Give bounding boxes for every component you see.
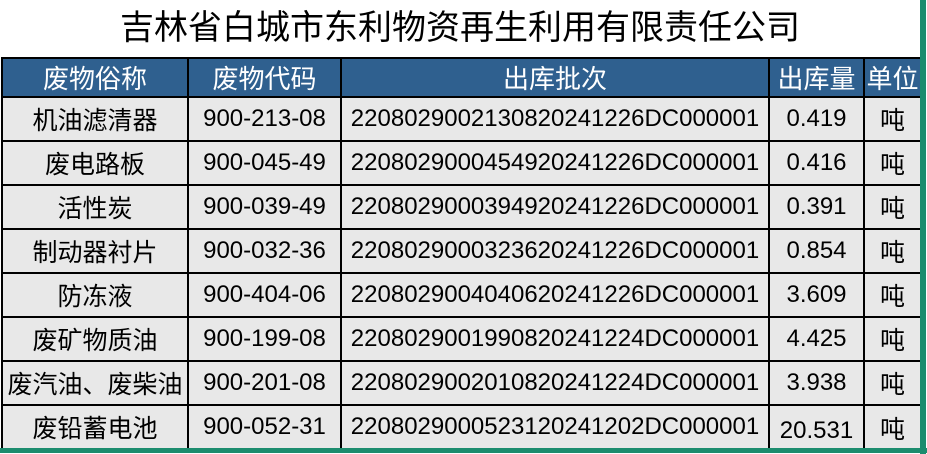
cell-batch-number: 2208029000523120241202DC000001 — [340, 404, 770, 450]
col-header-waste-code: 废物代码 — [187, 57, 342, 98]
cell-amount: 4.425 — [768, 316, 865, 362]
table-row: 制动器衬片 900-032-36 2208029000323620241226DC0… — [1, 228, 922, 274]
cell-unit: 吨 — [863, 140, 922, 186]
col-header-amount: 出库量 — [768, 57, 865, 98]
table-row: 废矿物质油 900-199-08 2208029001990820241224DC0… — [1, 316, 922, 362]
table-row: 活性炭 900-039-49 2208029000394920241226DC000… — [1, 184, 922, 230]
cell-unit: 吨 — [863, 316, 922, 362]
cell-waste-code: 900-199-08 — [187, 316, 342, 362]
col-header-batch-number: 出库批次 — [340, 57, 770, 98]
col-header-waste-name: 废物俗称 — [1, 57, 189, 98]
cell-waste-name: 废汽油、废柴油 — [1, 360, 189, 406]
cell-batch-number: 2208029000454920241226DC000001 — [340, 140, 770, 186]
cell-unit: 吨 — [863, 228, 922, 274]
cell-batch-number: 2208029000394920241226DC000001 — [340, 184, 770, 230]
cell-unit: 吨 — [863, 272, 922, 318]
cell-waste-name: 废矿物质油 — [1, 316, 189, 362]
waste-outbound-table: 废物俗称 废物代码 出库批次 出库量 单位 机油滤清器 900-213-08 220… — [1, 57, 922, 450]
cell-amount: 0.391 — [768, 184, 865, 230]
cell-waste-name: 废铅蓄电池 — [1, 404, 189, 450]
cell-unit: 吨 — [863, 184, 922, 230]
col-header-unit: 单位 — [863, 57, 922, 98]
green-edge-bottom — [0, 448, 927, 453]
cell-batch-number: 2208029002130820241226DC000001 — [340, 96, 770, 142]
cell-batch-number: 2208029000323620241226DC000001 — [340, 228, 770, 274]
cell-amount: 20.531 — [768, 404, 865, 450]
cell-waste-code: 900-032-36 — [187, 228, 342, 274]
cell-amount: 3.938 — [768, 360, 865, 406]
table-row: 机油滤清器 900-213-08 2208029002130820241226DC0… — [1, 96, 922, 142]
cell-amount: 0.419 — [768, 96, 865, 142]
cell-waste-name: 机油滤清器 — [1, 96, 189, 142]
header-row: 废物俗称 废物代码 出库批次 出库量 单位 — [1, 57, 922, 98]
cell-waste-code: 900-039-49 — [187, 184, 342, 230]
cell-unit: 吨 — [863, 404, 922, 450]
cell-waste-code: 900-045-49 — [187, 140, 342, 186]
cell-waste-name: 防冻液 — [1, 272, 189, 318]
table-row: 废汽油、废柴油 900-201-08 2208029002010820241224D… — [1, 360, 922, 406]
table-row: 防冻液 900-404-06 2208029004040620241226DC000… — [1, 272, 922, 318]
cell-batch-number: 2208029004040620241226DC000001 — [340, 272, 770, 318]
cell-waste-name: 废电路板 — [1, 140, 189, 186]
cell-waste-code: 900-052-31 — [187, 404, 342, 450]
cell-waste-code: 900-201-08 — [187, 360, 342, 406]
cell-waste-name: 制动器衬片 — [1, 228, 189, 274]
green-edge-right — [920, 0, 926, 454]
cell-batch-number: 2208029001990820241224DC000001 — [340, 316, 770, 362]
table-row: 废电路板 900-045-49 2208029000454920241226DC00… — [1, 140, 922, 186]
table-row: 废铅蓄电池 900-052-31 2208029000523120241202DC0… — [1, 404, 922, 450]
company-title: 吉林省白城市东利物资再生利用有限责任公司 — [120, 10, 800, 47]
cell-waste-code: 900-213-08 — [187, 96, 342, 142]
cell-unit: 吨 — [863, 360, 922, 406]
cell-amount: 0.854 — [768, 228, 865, 274]
cell-unit: 吨 — [863, 96, 922, 142]
cell-waste-name: 活性炭 — [1, 184, 189, 230]
cell-waste-code: 900-404-06 — [187, 272, 342, 318]
cell-amount: 3.609 — [768, 272, 865, 318]
cell-batch-number: 2208029002010820241224DC000001 — [340, 360, 770, 406]
cell-amount: 0.416 — [768, 140, 865, 186]
